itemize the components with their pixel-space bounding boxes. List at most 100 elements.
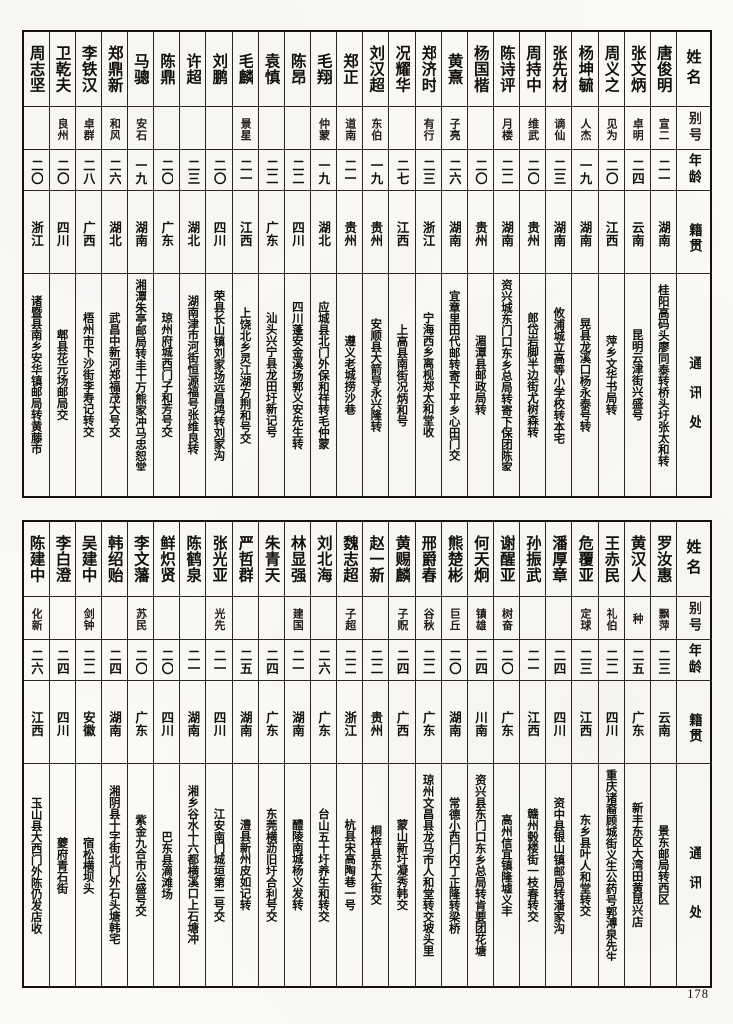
cell-alias: 剑钟: [74, 596, 102, 640]
age-text: 二五: [630, 649, 644, 675]
age-text: 二三: [186, 159, 200, 185]
cell-age: 二二: [257, 149, 285, 191]
cell-name: 卫乾夫: [48, 31, 76, 107]
cell-alias: 光先: [205, 596, 233, 640]
address-text: 紫金九合市公盛号交: [134, 813, 148, 917]
header-name: 姓名: [676, 521, 712, 597]
address-text: 常德小西门内丁正隆转梁桥: [447, 796, 461, 934]
cell-alias: 见为: [597, 106, 625, 150]
cell-age: 二六: [310, 639, 338, 681]
address-text: 昆明云津街兴盛号: [630, 329, 644, 421]
age-text: 二二: [421, 649, 435, 675]
cell-alias: 子亮: [440, 106, 468, 150]
cell-alias: 子超: [336, 596, 364, 640]
address-text: 攸浦城立高等小学校转本宅: [552, 306, 566, 444]
cell-address: 湄潭县邮政局转: [466, 273, 495, 498]
cell-age: 二〇: [466, 149, 495, 191]
header-origin-text: 籍贯: [685, 222, 702, 254]
cell-name: 何天炯: [466, 521, 495, 597]
address-text: 澧县新州皮如记转: [238, 819, 252, 911]
origin-text: 四川: [551, 711, 567, 737]
cell-age: 二二: [336, 639, 364, 681]
origin-text: 江西: [29, 711, 44, 737]
alias-text: 建国: [291, 607, 304, 631]
origin-text: 湖南: [446, 221, 462, 247]
name-text: 周志坚: [28, 45, 45, 93]
cell-name: 韩绍贻: [100, 521, 129, 597]
cell-alias: 定球: [571, 596, 599, 640]
name-text: 毛麟: [236, 53, 254, 85]
cell-alias: [283, 106, 312, 150]
name-text: 罗汝惠: [655, 535, 672, 583]
roster-table-bottom: 陈建中 李白澄 吴建中 韩绍贻 李文藩 鲜炽贤 陈鹤泉 张光亚 严哲群 朱青天 林显强 刘北海 魏志超赵…: [22, 520, 712, 988]
alias-text: 苏民: [134, 607, 147, 631]
row-address: 诸暨县南乡安华镇邮局转黄藤市 郫县花元场邮局交 梧州市下沙街李寿记转交 武昌中新河郑福…: [22, 273, 712, 498]
cell-address: 新丰东区大湾田黄昆兴店: [623, 763, 651, 988]
age-text: 二二: [499, 159, 514, 185]
cell-alias: [362, 596, 390, 640]
cell-name: 张先材: [545, 31, 573, 107]
alias-text: 维武: [526, 117, 539, 141]
cell-age: 二〇: [22, 149, 50, 191]
cell-origin: 四川: [205, 680, 233, 764]
alias-text: 东伯: [369, 117, 382, 141]
cell-origin: 广东: [310, 680, 338, 764]
cell-age: 二三: [179, 149, 207, 191]
name-text: 陈诗评: [498, 45, 515, 93]
origin-text: 浙江: [29, 221, 44, 247]
address-text: 湘阴县十字街北门外石头塘韩宅: [108, 785, 121, 945]
age-text: 二四: [630, 159, 644, 185]
name-text: 李白澄: [53, 535, 71, 583]
age-text: 二六: [316, 649, 331, 675]
alias-text: 剑钟: [82, 607, 95, 631]
cell-name: 刘北海: [310, 521, 338, 597]
header-age-text: 年龄: [686, 642, 701, 676]
address-text: 湘潭朱亭邮局转圭十万熊家冲马忠恕堂主人收: [134, 279, 148, 471]
cell-address: 桂阳高码头廖同泰转桥头圩张太和转: [649, 273, 678, 498]
address-text: 桂阳高码头廖同泰转桥头圩张太和转: [657, 283, 670, 467]
cell-age: 二三: [414, 149, 442, 191]
cell-age: 二三: [649, 639, 678, 681]
cell-name: 邢爵春: [414, 521, 442, 597]
cell-age: 二四: [100, 639, 129, 681]
cell-name: 罗汝惠: [649, 521, 678, 597]
age-text: 二二: [81, 649, 95, 675]
origin-text: 湖南: [446, 711, 462, 737]
name-text: 朱青天: [263, 535, 280, 583]
name-text: 况耀华: [393, 45, 411, 93]
origin-text: 江西: [394, 221, 410, 247]
origin-text: 湖南: [237, 711, 253, 737]
cell-name: 黄赐麟: [388, 521, 416, 597]
address-text: 蒙山新圩凝秀韩交: [395, 819, 409, 911]
age-text: 二三: [421, 159, 435, 185]
cell-age: 二〇: [153, 149, 181, 191]
header-age: 年龄: [676, 639, 712, 681]
cell-name: 赵一新: [362, 521, 390, 597]
cell-alias: 维武: [519, 106, 547, 150]
alias-text: 卓群: [82, 117, 95, 141]
age-text: 二一: [238, 159, 252, 185]
cell-address: 玉山县大西门外陈仍发店收: [22, 763, 50, 988]
origin-text: 湖南: [289, 711, 305, 737]
cell-name: 朱青天: [257, 521, 285, 597]
address-text: 湘乡谷水十六都横溪口上石塘冲: [186, 785, 200, 945]
origin-text: 四川: [289, 221, 305, 247]
origin-text: 江西: [577, 711, 593, 737]
cell-address: 紫金九合市公盛号交: [127, 763, 155, 988]
address-text: 资兴县东门口东乡总局转肯要团花塘: [474, 773, 487, 957]
cell-address: 上饶北乡灵江湖方荆和号交: [231, 273, 259, 498]
cell-address: 郫县花元场邮局交: [48, 273, 76, 498]
cell-name: 谢醒亚: [493, 521, 521, 597]
cell-alias: [205, 106, 233, 150]
name-text: 陈建中: [28, 535, 45, 583]
name-text: 林显强: [289, 535, 306, 583]
cell-origin: 四川: [153, 680, 181, 764]
origin-text: 广西: [394, 711, 410, 737]
cell-origin: 贵州: [362, 680, 390, 764]
age-text: 二〇: [160, 649, 174, 675]
address-text: 湄潭县邮政局转: [474, 335, 487, 415]
cell-origin: 四川: [597, 680, 625, 764]
origin-text: 川南: [472, 711, 488, 737]
cell-address: 宁海西乡离枧郑太和堂收: [414, 273, 442, 498]
origin-text: 湖南: [106, 711, 122, 737]
